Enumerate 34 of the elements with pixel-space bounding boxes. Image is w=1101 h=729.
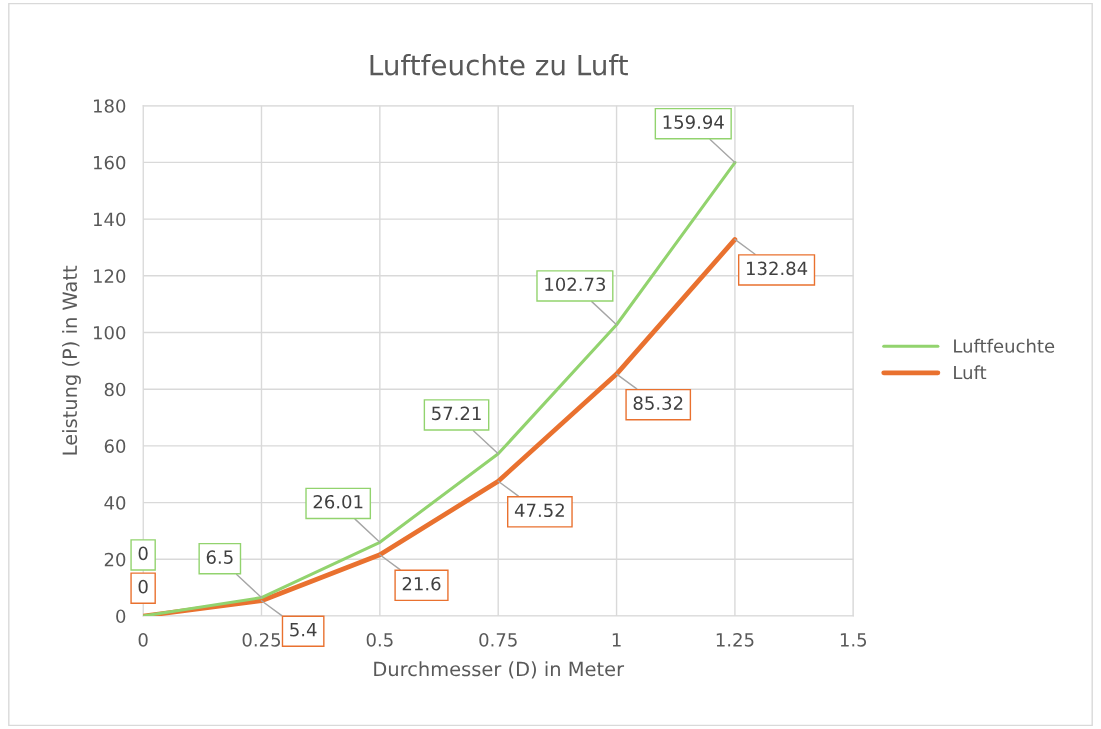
data-label: 26.01 [313, 494, 363, 509]
y-tick-label: 140 [93, 212, 126, 227]
data-label: 85.32 [633, 396, 683, 410]
x-tick-label: 0 [138, 632, 148, 647]
x-tick-label: 1.25 [716, 632, 754, 647]
data-label: 47.52 [514, 503, 564, 518]
data-label: 102.73 [545, 277, 606, 292]
x-tick-label: 0.75 [479, 632, 517, 647]
legend-label: Luftfeuchte [954, 338, 1055, 353]
data-label: 57.21 [432, 406, 481, 421]
y-axis-title: Leistung (P) in Watt [62, 265, 81, 455]
x-tick-label: 1 [612, 633, 621, 647]
x-tick-label: 1.5 [840, 633, 867, 647]
data-label: 0 [138, 579, 148, 594]
y-tick-label: 160 [93, 155, 126, 170]
y-tick-label: 0 [116, 609, 126, 624]
y-tick-label: 40 [104, 496, 126, 510]
y-tick-label: 20 [104, 552, 126, 567]
y-tick-label: 100 [93, 325, 126, 340]
data-label: 5.4 [290, 623, 317, 637]
data-label: 159.94 [663, 115, 724, 129]
x-tick-label: 0.25 [242, 632, 281, 647]
y-tick-label: 80 [104, 382, 126, 397]
data-label: 0 [138, 546, 148, 561]
data-label: 132.84 [746, 261, 808, 276]
y-tick-label: 180 [93, 99, 126, 113]
y-tick-label: 60 [104, 439, 126, 454]
chart-title: Luftfeuchte zu Luft [370, 54, 628, 76]
y-tick-label: 120 [93, 269, 126, 283]
data-label: 6.5 [206, 550, 233, 564]
legend-label: Luft [954, 365, 987, 380]
x-axis-title: Durchmesser (D) in Meter [374, 661, 625, 679]
data-label: 21.6 [402, 576, 441, 591]
x-tick-label: 0.5 [366, 632, 393, 647]
